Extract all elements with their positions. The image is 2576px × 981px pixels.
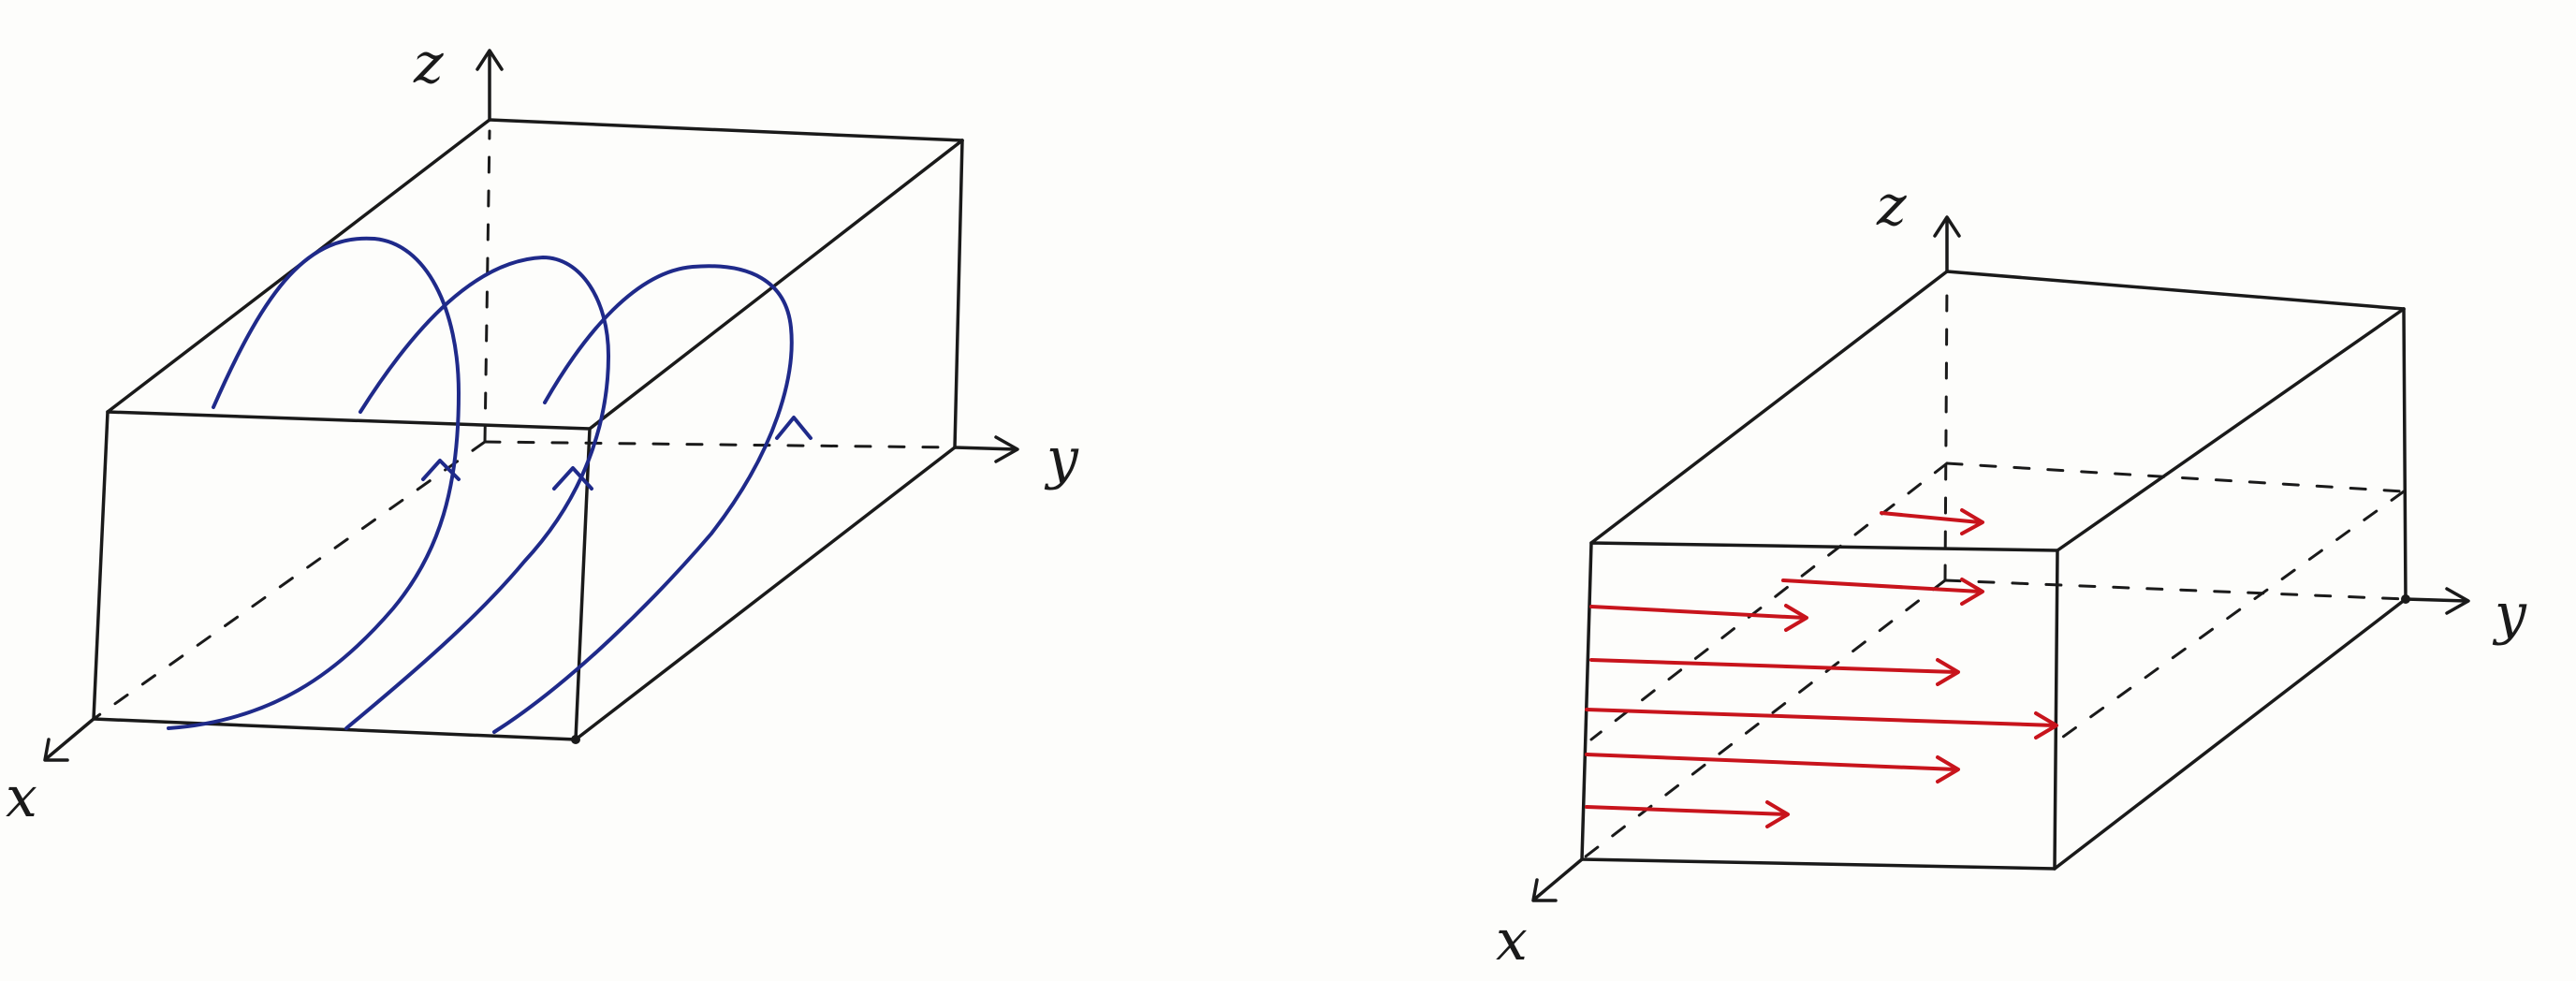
right-box-front-face <box>1580 541 2059 871</box>
left-x-axis <box>45 717 95 760</box>
right-hidden-edges <box>1580 279 2408 861</box>
field-arrow-1 <box>1880 511 1982 524</box>
left-box-right-vertical-edge <box>953 139 964 449</box>
right-diag-mid-dashed <box>2057 490 2406 741</box>
field-arrow-7 <box>1585 805 1788 816</box>
field-line-2-arrowhead <box>552 466 593 490</box>
field-arrow-3-head <box>1784 604 1808 632</box>
field-arrow-4-head <box>1936 658 1960 686</box>
field-arrow-6-head <box>1936 755 1960 783</box>
field-arrow-3 <box>1589 605 1807 620</box>
right-back-mid-dashed <box>1945 461 2406 493</box>
left-y-axis-label: y <box>1044 426 1079 491</box>
field-line-1 <box>167 236 461 730</box>
right-box-top-right-edge <box>2056 307 2406 552</box>
right-z-arrowhead <box>1933 215 1961 238</box>
left-x-axis-dashed <box>92 440 487 721</box>
left-z-axis-dashed <box>483 129 491 444</box>
left-axes <box>43 49 1019 762</box>
right-box-top-back-edge <box>1945 270 2406 311</box>
right-box-top-left-edge <box>1589 270 1949 545</box>
right-x-arrowhead <box>1531 878 1558 902</box>
left-box-corner-dot <box>571 735 580 744</box>
field-arrow-2 <box>1781 578 1982 593</box>
left-z-axis-label: z <box>413 31 444 96</box>
right-x-axis-dashed <box>1580 578 1947 861</box>
left-z-arrowhead <box>476 49 504 71</box>
left-box <box>92 118 964 744</box>
left-x-axis-label: x <box>6 765 37 830</box>
right-box-right-vertical-edge <box>2402 307 2408 601</box>
left-y-axis-dashed <box>483 440 957 449</box>
field-line-2 <box>344 256 610 730</box>
right-y-axis-label: y <box>2492 581 2527 647</box>
field-line-3-arrowhead <box>775 416 812 440</box>
right-y-axis-dashed <box>1943 578 2408 601</box>
left-panel: z y x <box>6 31 1079 830</box>
field-arrow-2-head <box>1960 578 1984 606</box>
field-arrow-1-head <box>1960 508 1984 535</box>
right-box-bottom-right-edge <box>2053 597 2408 871</box>
left-box-top-right-edge <box>588 139 964 431</box>
right-y-axis <box>2404 597 2468 603</box>
field-arrow-6 <box>1585 753 1958 771</box>
left-box-bottom-right-edge <box>574 446 957 741</box>
right-field-arrows <box>1585 508 2058 828</box>
right-box <box>1580 270 2410 871</box>
right-x-axis-label: x <box>1496 908 1528 974</box>
field-line-1-arrowhead <box>421 459 461 481</box>
left-box-front-face <box>92 410 592 741</box>
left-box-top-back-edge <box>488 118 964 142</box>
right-x-axis <box>1533 857 1584 900</box>
right-y-arrowhead <box>2445 587 2470 615</box>
right-z-axis-label: z <box>1876 173 1907 239</box>
left-y-axis <box>953 446 1017 451</box>
left-x-arrowhead <box>43 738 69 762</box>
field-line-3 <box>492 264 794 734</box>
field-arrow-5-head <box>2034 711 2058 739</box>
right-z-axis-dashed <box>1943 279 1949 582</box>
right-panel: z y x <box>1496 173 2527 974</box>
left-field-lines <box>167 236 812 734</box>
left-hidden-edges <box>92 129 957 721</box>
left-y-arrowhead <box>994 435 1019 463</box>
right-diag-mid-dashed-2 <box>1589 461 1949 741</box>
field-arrow-7-head <box>1765 800 1790 828</box>
field-arrow-5 <box>1585 708 2056 727</box>
right-axes <box>1531 215 2470 902</box>
field-arrow-4 <box>1589 658 1958 674</box>
